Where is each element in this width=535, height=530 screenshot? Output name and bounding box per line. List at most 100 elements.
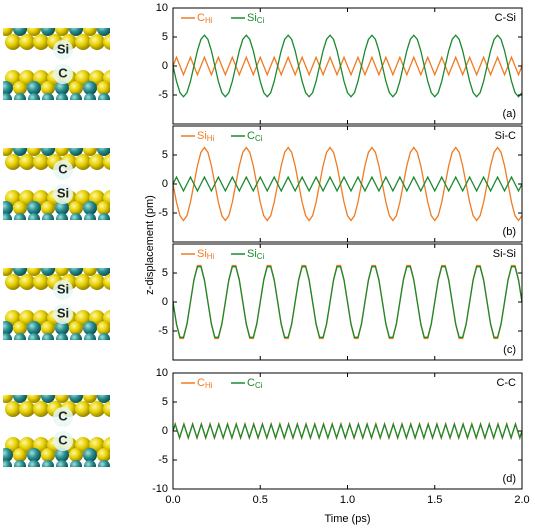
atom xyxy=(69,268,83,276)
atom xyxy=(103,274,110,290)
atom xyxy=(97,321,110,335)
legend-subscript: Ci xyxy=(257,16,265,25)
atom xyxy=(28,93,40,100)
legend-name: C xyxy=(247,377,255,389)
highlight xyxy=(53,160,73,180)
panel-tag: (d) xyxy=(503,473,516,485)
atom xyxy=(19,154,35,170)
structure: CC xyxy=(3,395,124,472)
legend-label: SiCi xyxy=(247,12,265,25)
legend-label: SiHi xyxy=(197,130,215,143)
legend-label: CHi xyxy=(197,377,213,390)
atom xyxy=(55,201,69,215)
atom xyxy=(14,93,26,100)
atom xyxy=(27,448,41,462)
data-layer xyxy=(173,34,522,98)
atom xyxy=(3,395,13,403)
atom xyxy=(27,268,41,276)
panel-tag: (b) xyxy=(503,226,516,238)
atom xyxy=(41,28,55,36)
atom xyxy=(33,274,49,290)
atom xyxy=(70,333,82,340)
atom xyxy=(3,28,13,36)
atom xyxy=(103,401,110,417)
atoms xyxy=(3,28,110,100)
atom xyxy=(14,460,26,467)
atom xyxy=(27,28,41,36)
atom xyxy=(84,213,96,220)
legend-label: CHi xyxy=(197,12,213,25)
atom xyxy=(75,34,91,50)
atom xyxy=(5,401,21,417)
y-tick-label: 5 xyxy=(162,31,168,43)
atom xyxy=(75,401,91,417)
legend-subscript: Ci xyxy=(255,381,263,390)
atom xyxy=(5,154,21,170)
atom xyxy=(111,201,125,215)
atom xyxy=(41,321,55,335)
data-layer xyxy=(173,421,522,441)
atom xyxy=(13,448,27,462)
atom xyxy=(98,213,110,220)
atom xyxy=(28,460,40,467)
legend-subscript: Hi xyxy=(207,134,215,143)
legend-name: Si xyxy=(197,130,207,142)
atom-label: Si xyxy=(57,305,69,320)
atom xyxy=(41,81,55,95)
atom xyxy=(103,34,110,50)
y-tick-label: -5 xyxy=(158,207,168,219)
series-line xyxy=(173,422,522,440)
atom xyxy=(3,321,13,335)
legend-name: Si xyxy=(247,12,257,24)
series-line xyxy=(173,175,522,193)
structure: C Si xyxy=(3,148,125,220)
legend-name: Si xyxy=(247,248,257,260)
atom xyxy=(89,34,105,50)
atom xyxy=(3,333,12,340)
atom xyxy=(55,395,69,403)
atom xyxy=(84,460,96,467)
atom xyxy=(56,213,68,220)
atom xyxy=(5,274,21,290)
atom xyxy=(83,201,97,215)
atom xyxy=(97,395,110,403)
atom xyxy=(14,213,26,220)
atom xyxy=(33,154,49,170)
atom-label: C xyxy=(58,432,68,447)
atom xyxy=(42,333,54,340)
atom xyxy=(75,274,91,290)
atom xyxy=(55,81,69,95)
atom xyxy=(97,148,110,156)
atom xyxy=(112,460,124,472)
atom xyxy=(13,201,27,215)
atom xyxy=(5,34,21,50)
atom xyxy=(41,201,55,215)
atom xyxy=(69,81,83,95)
legend-subscript: Hi xyxy=(207,252,215,261)
atom-label: C xyxy=(58,65,68,80)
y-tick-label: 10 xyxy=(156,367,168,379)
atom-label: C xyxy=(58,408,68,423)
atom xyxy=(70,460,82,467)
y-tick-label: 0 xyxy=(162,296,168,308)
legend-subscript: Hi xyxy=(205,16,213,25)
atom xyxy=(13,321,27,335)
atom xyxy=(56,460,68,467)
panel-label: C-Si xyxy=(495,12,516,24)
legend-subscript: Ci xyxy=(257,252,265,261)
panel: -5 0 5 10 CHi SiCi C-Si (a) xyxy=(156,2,523,125)
atom xyxy=(70,93,82,100)
atom xyxy=(89,154,105,170)
y-tick-label: -10 xyxy=(152,483,168,495)
structure: Si Si xyxy=(3,268,125,340)
atom xyxy=(27,321,41,335)
atom xyxy=(111,321,125,335)
atom xyxy=(83,268,97,276)
atom xyxy=(103,154,110,170)
panel-label: Si-Si xyxy=(493,248,516,260)
series-line xyxy=(173,34,522,98)
y-tick-label: 0 xyxy=(162,60,168,72)
legend-name: C xyxy=(197,12,205,24)
